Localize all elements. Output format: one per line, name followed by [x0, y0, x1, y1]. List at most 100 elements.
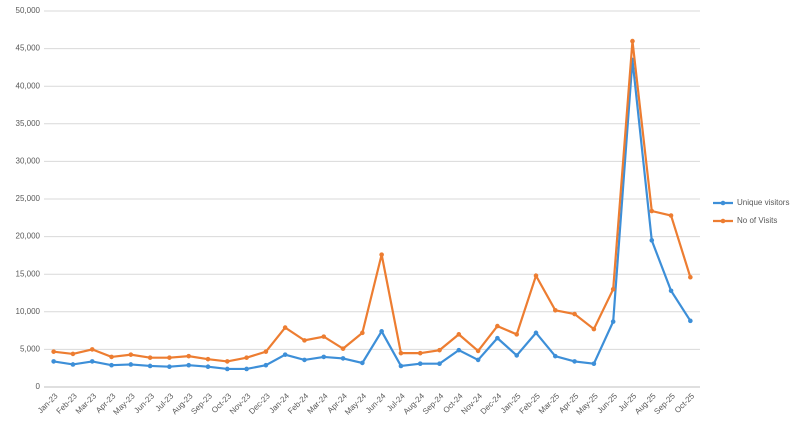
- data-point: [51, 349, 56, 354]
- data-point: [109, 354, 114, 360]
- data-point: [379, 252, 384, 257]
- legend-label: Unique visitors: [737, 198, 789, 207]
- data-point: [475, 348, 481, 354]
- data-point: [70, 351, 76, 357]
- data-point: [437, 347, 442, 353]
- x-tick-label: May-25: [575, 391, 601, 417]
- y-tick-label: 50,000: [16, 6, 41, 15]
- data-point: [668, 288, 674, 294]
- data-point: [224, 359, 230, 364]
- data-point: [437, 361, 442, 366]
- series-line: [53, 59, 692, 371]
- x-tick-label: Sep-23: [189, 391, 214, 416]
- data-point: [321, 354, 327, 360]
- data-point: [475, 357, 481, 363]
- x-tick-label: Jun-24: [364, 391, 388, 415]
- x-tick-label: May-23: [111, 391, 137, 417]
- x-tick-label: Mar-25: [537, 391, 562, 416]
- data-point: [186, 362, 192, 368]
- data-point: [495, 335, 500, 341]
- data-point: [147, 363, 153, 369]
- data-point: [147, 355, 153, 360]
- data-point: [572, 311, 577, 317]
- data-point: [572, 359, 577, 364]
- y-tick-label: 5,000: [20, 345, 41, 354]
- data-point: [514, 332, 520, 337]
- data-point: [610, 286, 616, 292]
- data-point: [610, 319, 616, 324]
- legend-marker: [720, 200, 726, 206]
- y-tick-label: 0: [36, 382, 41, 391]
- data-point: [649, 208, 655, 214]
- data-point: [109, 362, 114, 368]
- x-tick-label: Sep-25: [652, 391, 677, 416]
- data-point: [688, 318, 693, 324]
- y-tick-label: 40,000: [16, 81, 41, 90]
- y-tick-label: 45,000: [16, 44, 41, 53]
- x-tick-label: Sep-24: [421, 391, 446, 416]
- data-point: [263, 362, 269, 368]
- x-tick-label: Dec-23: [247, 391, 272, 416]
- x-tick-label: Oct-25: [673, 391, 697, 415]
- data-point: [552, 307, 558, 313]
- data-point: [205, 356, 211, 362]
- y-tick-label: 10,000: [16, 307, 41, 316]
- data-point: [552, 353, 558, 359]
- data-point: [417, 361, 423, 366]
- data-point: [302, 357, 307, 363]
- data-point: [533, 273, 539, 279]
- data-point: [51, 359, 56, 364]
- x-tick-label: Mar-24: [305, 391, 330, 416]
- x-tick-label: May-24: [343, 391, 369, 417]
- y-tick-label: 20,000: [16, 232, 41, 241]
- data-point: [244, 355, 249, 360]
- x-tick-label: Mar-23: [74, 391, 99, 416]
- data-point: [360, 360, 365, 366]
- data-point: [282, 325, 288, 330]
- data-point: [340, 356, 346, 361]
- x-tick-label: Jun-25: [595, 391, 619, 415]
- y-tick-label: 25,000: [16, 194, 41, 203]
- data-point: [417, 350, 423, 356]
- data-point: [591, 326, 597, 332]
- data-point: [514, 353, 520, 358]
- data-point: [456, 347, 462, 353]
- data-point: [321, 334, 327, 339]
- data-point: [128, 362, 134, 367]
- data-point: [379, 329, 384, 334]
- data-point: [89, 347, 95, 352]
- data-point: [533, 330, 539, 336]
- data-point: [360, 330, 365, 336]
- data-point: [649, 238, 655, 243]
- data-point: [630, 38, 635, 44]
- data-point: [244, 366, 249, 372]
- data-point: [205, 364, 211, 369]
- data-point: [167, 355, 172, 360]
- y-tick-label: 30,000: [16, 157, 41, 166]
- data-point: [340, 346, 346, 351]
- data-point: [302, 338, 307, 343]
- data-point: [495, 323, 500, 329]
- data-point: [668, 213, 674, 218]
- data-point: [282, 352, 288, 357]
- y-tick-label: 35,000: [16, 119, 41, 128]
- data-point: [167, 364, 172, 369]
- series-line: [53, 40, 692, 363]
- data-point: [456, 332, 462, 337]
- data-point: [186, 353, 192, 359]
- data-point: [688, 274, 693, 280]
- x-tick-label: Dec-24: [479, 391, 504, 416]
- data-point: [398, 350, 404, 356]
- data-point: [89, 359, 95, 364]
- data-point: [128, 352, 134, 357]
- data-point: [263, 349, 269, 354]
- data-point: [70, 362, 76, 367]
- legend-marker: [720, 218, 726, 224]
- data-point: [591, 361, 597, 366]
- x-tick-label: Jun-23: [132, 391, 156, 415]
- data-point: [224, 366, 230, 372]
- data-point: [398, 363, 404, 369]
- legend-label: No of Visits: [737, 216, 777, 225]
- y-tick-label: 15,000: [16, 269, 41, 278]
